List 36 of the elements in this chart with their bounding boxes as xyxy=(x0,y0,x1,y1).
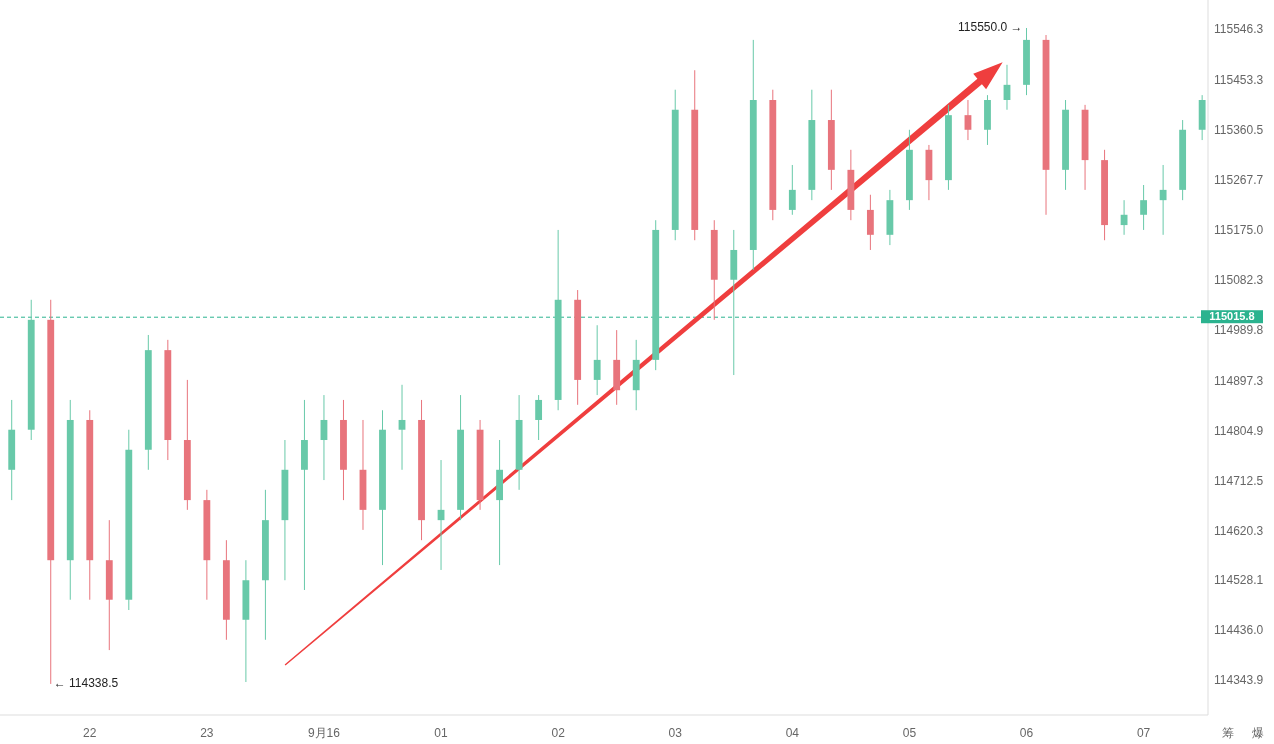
candlestick xyxy=(593,324,601,396)
annotation: 115550.0 → xyxy=(958,20,1023,35)
x-tick-label: 04 xyxy=(785,726,800,740)
x-tick-label: 05 xyxy=(902,726,917,740)
y-tick-label: 115267.7 xyxy=(1214,173,1264,188)
y-tick-label: 114620.3 xyxy=(1214,523,1264,538)
candlestick xyxy=(1140,184,1148,231)
ref-line-label: 115015.8 xyxy=(1209,310,1255,323)
y-tick-label: 115082.3 xyxy=(1214,273,1264,288)
x-tick-label: 9月16 xyxy=(307,726,341,740)
y-tick-label: 114436.0 xyxy=(1214,623,1264,638)
y-tick-label: 114343.9 xyxy=(1214,673,1264,688)
annotation: ← 114338.5 xyxy=(53,676,119,691)
candlestick xyxy=(788,164,796,216)
y-tick-label: 114989.8 xyxy=(1214,323,1264,338)
y-tick-label: 115546.3 xyxy=(1214,22,1264,37)
text: 爆 xyxy=(1252,726,1264,740)
y-tick-label: 115453.3 xyxy=(1214,72,1264,87)
y-tick-label: 114528.1 xyxy=(1214,573,1264,588)
x-tick-label: 23 xyxy=(200,726,214,740)
x-tick-label: 01 xyxy=(434,726,449,740)
y-tick-label: 114897.3 xyxy=(1214,373,1264,388)
x-tick-label: 22 xyxy=(83,726,97,740)
candlestick xyxy=(398,384,406,471)
candlestick xyxy=(1159,164,1167,236)
y-tick-label: 115360.5 xyxy=(1214,122,1264,137)
x-tick-label: 03 xyxy=(668,726,683,740)
x-tick-label: 07 xyxy=(1136,726,1151,740)
candlestick xyxy=(535,394,543,441)
candlestick xyxy=(964,99,972,141)
y-tick-label: 114712.5 xyxy=(1214,473,1264,488)
x-tick-label: 02 xyxy=(551,726,566,740)
y-tick-label: 114804.9 xyxy=(1214,423,1264,438)
y-tick-label: 115175.0 xyxy=(1214,223,1264,238)
x-tick-label: 06 xyxy=(1019,726,1034,740)
text: 筹 xyxy=(1222,726,1234,740)
